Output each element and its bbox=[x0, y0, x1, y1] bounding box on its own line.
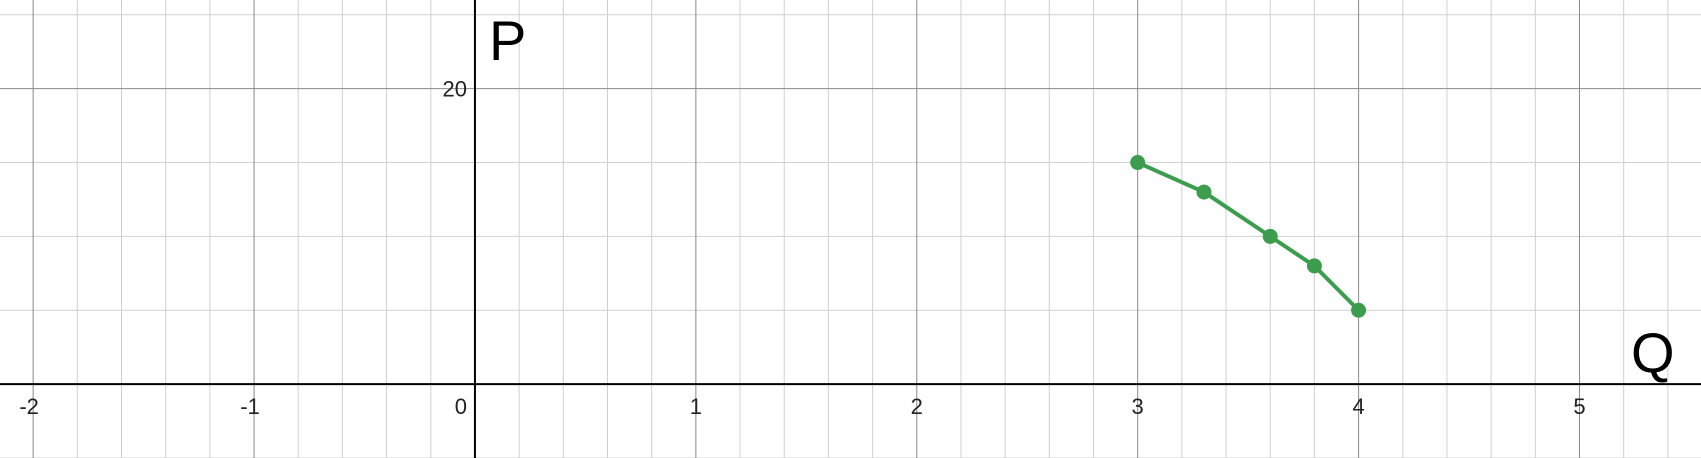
data-point bbox=[1262, 228, 1278, 244]
x-tick-label: 0 bbox=[455, 394, 467, 419]
y-axis-title: P bbox=[489, 9, 526, 72]
data-point bbox=[1130, 155, 1146, 171]
x-tick-label: 4 bbox=[1352, 394, 1364, 419]
x-tick-label: -2 bbox=[19, 394, 39, 419]
data-point bbox=[1306, 258, 1322, 274]
x-tick-label: -1 bbox=[240, 394, 260, 419]
data-point bbox=[1351, 302, 1367, 318]
series-layer bbox=[1130, 155, 1367, 318]
x-tick-label: 5 bbox=[1573, 394, 1585, 419]
x-tick-label: 3 bbox=[1132, 394, 1144, 419]
tick-labels: -2 -1 0 1 2 3 4 5 20 bbox=[19, 77, 1585, 419]
y-tick-label: 20 bbox=[442, 77, 466, 102]
x-tick-label: 2 bbox=[911, 394, 923, 419]
data-point bbox=[1196, 184, 1212, 200]
x-axis-title: Q bbox=[1631, 321, 1675, 384]
x-tick-label: 1 bbox=[690, 394, 702, 419]
